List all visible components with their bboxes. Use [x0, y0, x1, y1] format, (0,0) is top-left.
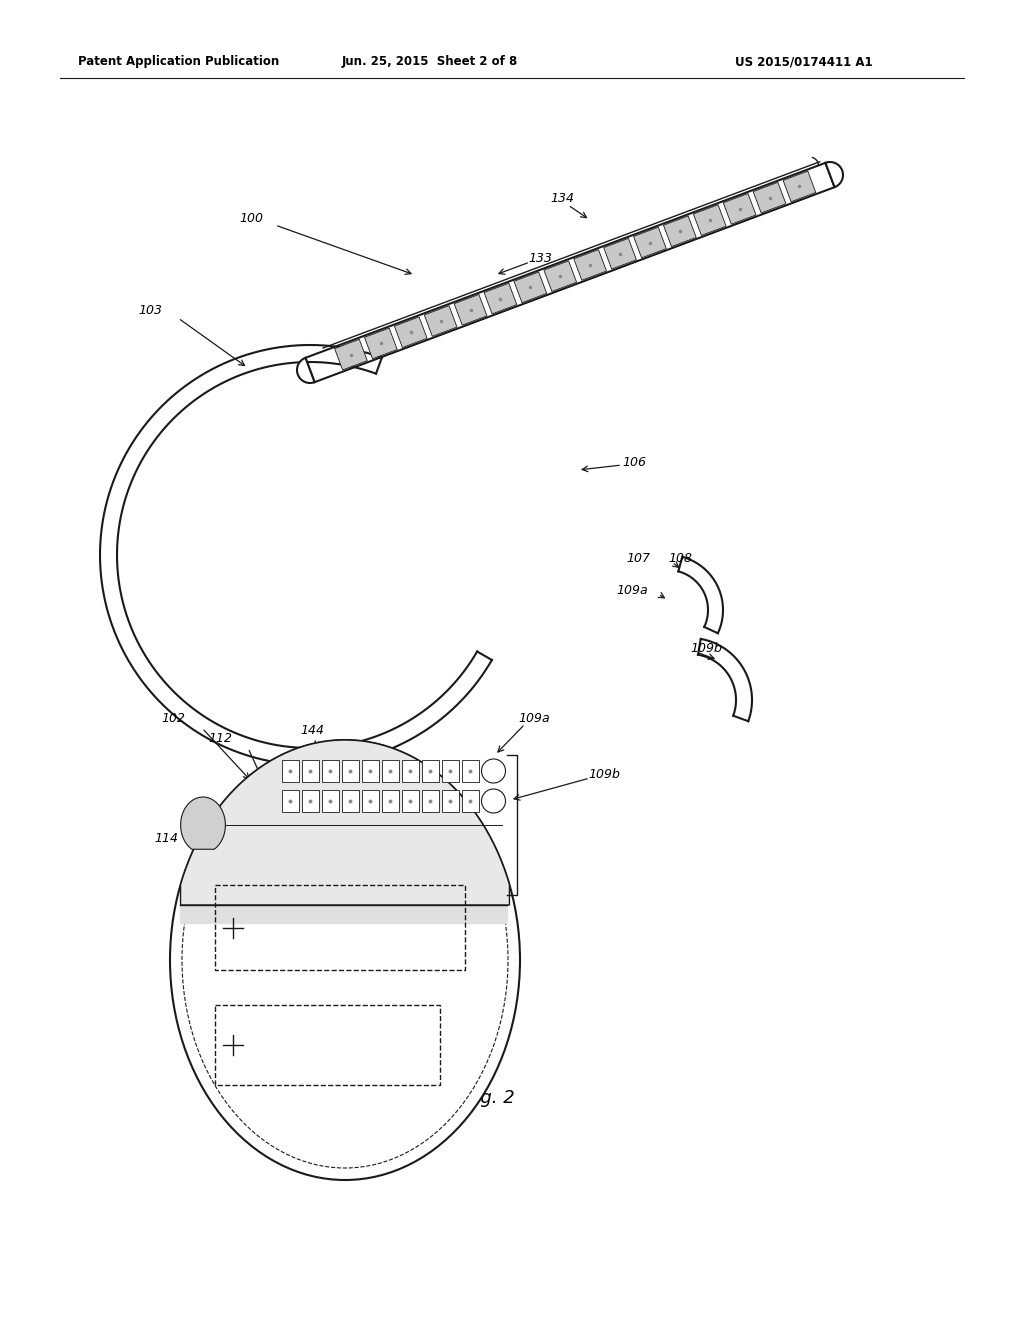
Polygon shape: [297, 358, 314, 383]
Bar: [322, 789, 339, 812]
Polygon shape: [394, 317, 427, 347]
Bar: [382, 760, 398, 781]
Polygon shape: [484, 284, 517, 314]
Text: 102: 102: [161, 711, 185, 725]
Bar: [341, 760, 358, 781]
Text: Fig. 2: Fig. 2: [465, 1089, 515, 1107]
Polygon shape: [825, 162, 843, 187]
Text: 107: 107: [626, 552, 650, 565]
Text: 112: 112: [208, 731, 232, 744]
Text: 103: 103: [138, 304, 162, 317]
Polygon shape: [604, 239, 637, 269]
Bar: [422, 789, 438, 812]
Polygon shape: [424, 306, 457, 337]
Text: 134: 134: [550, 191, 574, 205]
Bar: [382, 789, 398, 812]
Bar: [361, 760, 379, 781]
Text: 109a: 109a: [616, 583, 648, 597]
Text: 109b: 109b: [588, 768, 620, 781]
Bar: [462, 789, 478, 812]
Text: US 2015/0174411 A1: US 2015/0174411 A1: [735, 55, 872, 69]
Polygon shape: [180, 741, 510, 906]
Bar: [441, 789, 459, 812]
Text: 114: 114: [154, 832, 178, 845]
Bar: [441, 760, 459, 781]
Bar: [462, 760, 478, 781]
Text: 106: 106: [622, 455, 646, 469]
Text: 120: 120: [181, 990, 205, 1003]
Bar: [215, 884, 465, 970]
Bar: [282, 789, 299, 812]
Polygon shape: [664, 216, 696, 247]
Polygon shape: [544, 261, 577, 292]
Polygon shape: [573, 249, 606, 280]
Text: 144: 144: [300, 723, 324, 737]
Bar: [401, 760, 419, 781]
Bar: [341, 789, 358, 812]
Polygon shape: [455, 294, 487, 325]
Bar: [301, 789, 318, 812]
Text: 100: 100: [239, 211, 263, 224]
Polygon shape: [723, 194, 756, 224]
Circle shape: [481, 759, 506, 783]
Text: Patent Application Publication: Patent Application Publication: [78, 55, 280, 69]
Bar: [401, 789, 419, 812]
Bar: [422, 760, 438, 781]
Bar: [301, 760, 318, 781]
Text: 109b: 109b: [690, 642, 722, 655]
Polygon shape: [335, 339, 368, 370]
Polygon shape: [754, 182, 785, 213]
Text: 110: 110: [181, 912, 205, 924]
Text: 109a: 109a: [518, 711, 550, 725]
Polygon shape: [305, 162, 835, 383]
Polygon shape: [693, 205, 726, 235]
Polygon shape: [180, 797, 225, 849]
Polygon shape: [514, 272, 547, 302]
Circle shape: [481, 789, 506, 813]
Text: 108: 108: [668, 552, 692, 565]
Bar: [322, 760, 339, 781]
Text: 133: 133: [528, 252, 552, 264]
Polygon shape: [783, 172, 816, 202]
Polygon shape: [634, 227, 667, 257]
Bar: [215, 1005, 440, 1085]
Text: Jun. 25, 2015  Sheet 2 of 8: Jun. 25, 2015 Sheet 2 of 8: [342, 55, 518, 69]
Ellipse shape: [170, 741, 520, 1180]
Bar: [361, 789, 379, 812]
Bar: [282, 760, 299, 781]
Polygon shape: [365, 329, 397, 359]
